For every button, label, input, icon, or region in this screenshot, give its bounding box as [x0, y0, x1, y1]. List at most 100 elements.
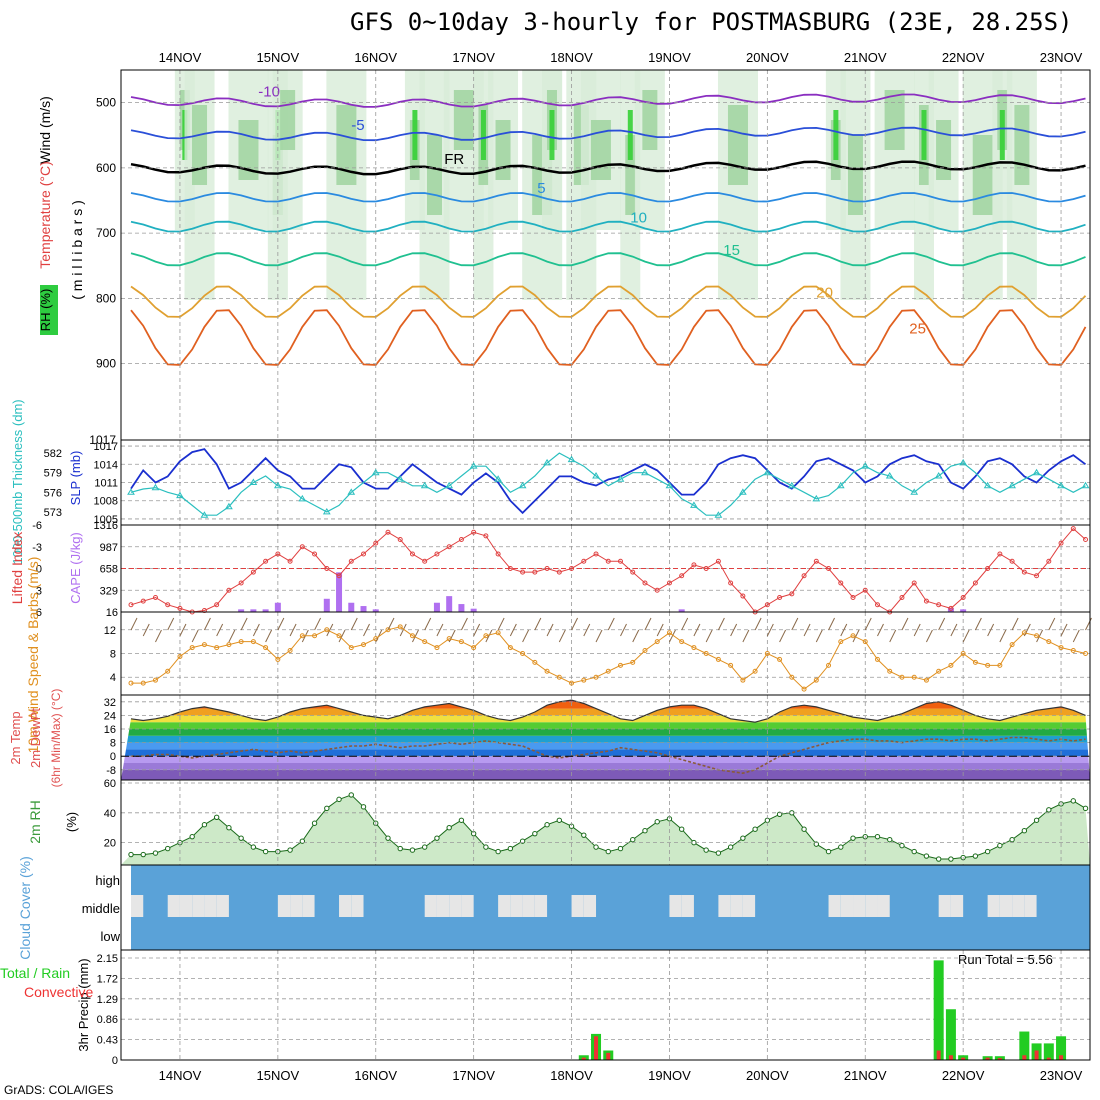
slp-tick: 1008: [94, 496, 118, 508]
cloud-clear-middle: [522, 895, 535, 917]
wind-barb: [314, 617, 322, 631]
wind-barb: [436, 623, 444, 637]
date-label-bottom: 21NOV: [844, 1068, 887, 1083]
isotherm-2: [130, 160, 1086, 176]
li-tick: -3: [32, 542, 42, 554]
wind-barb: [583, 623, 591, 637]
series-thickness: [130, 452, 1086, 516]
wind-barb: [265, 629, 273, 643]
date-label-top: 22NOV: [942, 50, 985, 65]
cloud-clear-middle: [167, 895, 180, 917]
wind-barb: [387, 617, 395, 631]
li-marker: [838, 580, 844, 586]
profile-ylabel-rh: RH (%): [38, 289, 53, 332]
li-marker: [507, 566, 513, 571]
li-marker: [1034, 573, 1040, 579]
rh-marker: [152, 850, 159, 856]
cloud-clear-middle: [290, 895, 303, 917]
rh-shade-high: [480, 110, 486, 160]
rh-marker: [972, 853, 979, 859]
wind-tick: 8: [110, 649, 116, 661]
cape-bar: [336, 572, 343, 612]
wind-marker: [409, 633, 415, 639]
cloud-clear-middle: [999, 895, 1013, 917]
wind-tick: 4: [110, 672, 116, 684]
pressure-tick: 900: [96, 357, 116, 371]
wind-barb: [779, 629, 787, 643]
wind-marker: [287, 648, 293, 654]
li-marker: [250, 569, 256, 575]
rh-marker: [630, 836, 636, 843]
rh-marker: [874, 833, 881, 840]
wind-barb: [925, 629, 933, 643]
cape-tick: 16: [106, 607, 118, 619]
slp-tick: 1014: [94, 459, 118, 471]
rh-shade-high: [833, 110, 839, 160]
date-label-top: 14NOV: [159, 50, 202, 65]
wind-marker: [654, 639, 660, 645]
wind-barb: [338, 629, 346, 643]
cape-bar: [960, 609, 967, 612]
pressure-tick: 500: [96, 96, 116, 110]
wind-barb: [632, 629, 640, 643]
precip-conv-bar: [948, 1055, 953, 1060]
li-marker: [642, 580, 648, 586]
wind-marker: [777, 656, 783, 662]
thickness-marker: [959, 458, 968, 466]
wind-marker: [177, 653, 183, 659]
cloud-clear-middle: [277, 895, 291, 917]
li-marker: [630, 569, 636, 575]
wind-barb: [644, 617, 652, 631]
wind-barb: [424, 617, 432, 631]
date-label-bottom: 17NOV: [452, 1068, 495, 1083]
rh-shade-mid: [642, 90, 658, 150]
li-marker: [214, 602, 220, 608]
precip-total-bar: [933, 960, 944, 1060]
wind-barb: [216, 623, 224, 637]
li-tick: -6: [32, 520, 42, 532]
precip-tick: 1.29: [97, 994, 118, 1006]
cloud-clear-middle: [302, 895, 315, 917]
precip-legend-total: Total / Rain: [0, 965, 70, 981]
li-marker: [1046, 558, 1052, 564]
date-label-bottom: 22NOV: [942, 1068, 985, 1083]
cloud-clear-middle: [534, 895, 548, 917]
li-marker: [275, 551, 281, 557]
cloud-clear-middle: [571, 895, 584, 917]
temp-ylabel-1: 2m Temp: [8, 711, 23, 764]
cloud-clear-middle: [681, 895, 694, 917]
wind-marker: [544, 668, 550, 674]
rh-shade-mid: [495, 120, 511, 180]
precip-total-bar: [1019, 1031, 1030, 1060]
precip-tick: 2.15: [97, 953, 118, 965]
rh-marker: [434, 835, 440, 841]
chart-title: GFS 0~10day 3-hourly for POSTMASBURG (23…: [350, 8, 1073, 36]
temp-band: [121, 700, 1090, 702]
wind-barb: [167, 617, 175, 631]
wind-marker: [826, 662, 832, 668]
thickness-tick: 576: [44, 487, 62, 499]
li-marker: [715, 558, 721, 564]
cloud-clear-middle: [828, 895, 841, 917]
rh-marker: [715, 850, 722, 856]
wind-barb: [999, 629, 1007, 643]
rh-marker: [642, 828, 648, 834]
cape-bar: [250, 609, 257, 612]
wind-marker: [556, 674, 562, 680]
wind-marker: [740, 677, 746, 683]
run-total-label: Run Total =: [958, 952, 1028, 967]
lifted-ylabel: Lifted Index: [9, 532, 25, 604]
cloud-clear-middle: [583, 895, 597, 917]
li-marker: [397, 537, 403, 542]
wind-barb: [595, 629, 603, 643]
isotherm-label: FR: [444, 151, 464, 168]
rh-marker: [850, 835, 856, 841]
cloud-clear-middle: [987, 895, 1000, 917]
date-label-bottom: 14NOV: [159, 1068, 202, 1083]
rh-marker: [838, 844, 844, 850]
cape-tick: 1316: [94, 520, 118, 532]
rh-marker: [617, 845, 624, 852]
precip-tick: 0.43: [97, 1035, 118, 1047]
li-marker: [1070, 526, 1076, 532]
cape-ylabel: CAPE (J/kg): [68, 532, 83, 604]
